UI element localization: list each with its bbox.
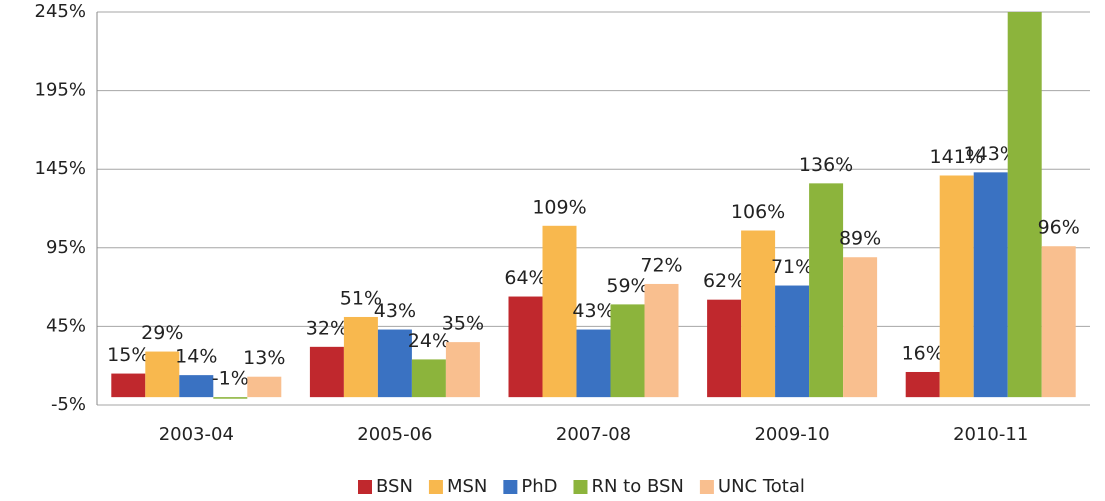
bar (809, 183, 844, 398)
data-label: 16% (902, 342, 944, 364)
data-label: 35% (442, 313, 484, 335)
y-tick-label: 45% (46, 315, 86, 336)
legend-label: RN to BSN (591, 476, 683, 497)
x-tick-label: 2003-04 (159, 424, 234, 445)
data-label: 141% (930, 146, 984, 168)
legend-label: PhD (521, 476, 557, 497)
bar (707, 299, 742, 398)
data-label: 72% (640, 254, 682, 276)
data-label: 62% (703, 270, 745, 292)
data-label: 96% (1038, 217, 1080, 239)
data-label: 15% (107, 344, 149, 366)
bar (576, 329, 611, 398)
data-label: 32% (306, 317, 348, 339)
data-label: 59% (606, 275, 648, 297)
data-label: 14% (175, 346, 217, 368)
x-tick-label: 2009-10 (754, 424, 829, 445)
bar (939, 175, 974, 398)
data-label: 71% (771, 256, 813, 278)
bar (775, 285, 810, 398)
x-tick-label: 2007-08 (556, 424, 631, 445)
bar (445, 342, 480, 398)
data-label: 89% (839, 228, 881, 250)
bar (843, 257, 878, 398)
bar (973, 172, 1008, 398)
bar (179, 375, 214, 398)
bar (145, 351, 180, 398)
bar (309, 346, 344, 398)
bar (610, 304, 645, 398)
x-tick-label: 2005-06 (357, 424, 432, 445)
data-label: 136% (799, 154, 853, 176)
data-label: 43% (374, 300, 416, 322)
data-label: -1% (212, 368, 249, 390)
bar (213, 397, 248, 399)
y-tick-label: 95% (46, 237, 86, 258)
data-label: 106% (731, 201, 785, 223)
legend-swatch (699, 480, 714, 494)
bar (644, 283, 679, 398)
y-tick-label: -5% (51, 394, 86, 415)
y-tick-label: 245% (35, 1, 86, 22)
bar (1041, 246, 1076, 398)
data-label: 143% (964, 143, 1018, 165)
y-tick-label: 145% (35, 158, 86, 179)
bar (905, 371, 940, 398)
legend-swatch (573, 480, 588, 494)
bar (741, 230, 776, 398)
legend-label: UNC Total (718, 476, 805, 497)
legend-label: BSN (376, 476, 413, 497)
bar (247, 376, 282, 398)
data-label: 64% (504, 267, 546, 289)
bar (343, 316, 378, 398)
legend-swatch (358, 480, 372, 494)
y-tick-label: 195% (35, 80, 86, 101)
legend-label: MSN (447, 476, 487, 497)
bar (1007, 12, 1042, 398)
bar (377, 329, 412, 398)
x-tick-label: 2010-11 (953, 424, 1028, 445)
data-label: 51% (340, 287, 382, 309)
data-label: 43% (572, 300, 614, 322)
bar (542, 225, 577, 398)
data-label: 24% (408, 330, 450, 352)
bar (111, 373, 146, 398)
bar (411, 359, 446, 398)
data-label: 13% (243, 347, 285, 369)
data-label: 29% (141, 322, 183, 344)
legend-swatch (503, 480, 518, 494)
data-label: 109% (532, 196, 586, 218)
bar (508, 296, 543, 398)
legend-swatch (428, 480, 443, 494)
